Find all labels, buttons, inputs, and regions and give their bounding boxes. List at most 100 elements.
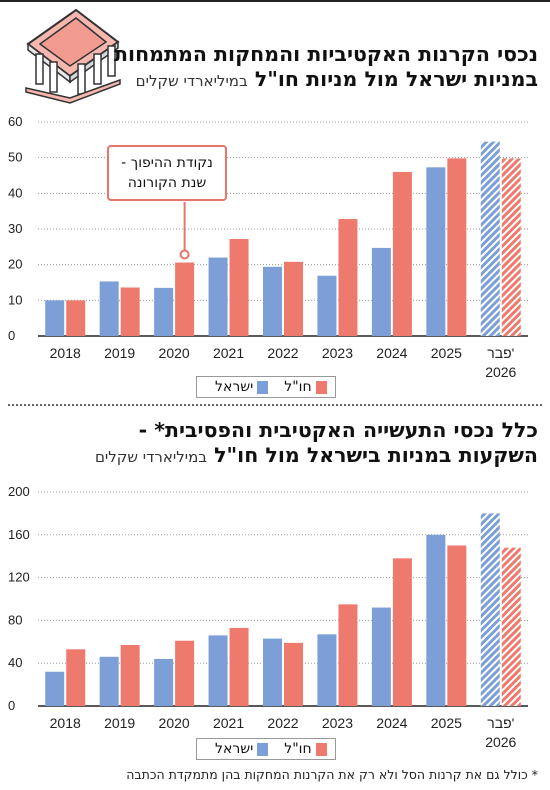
bar-israel-3 <box>208 257 228 336</box>
x-tick-label: 2022 <box>267 715 298 731</box>
x-tick-label: 2022 <box>267 345 298 361</box>
legend-abroad-swatch <box>315 380 327 394</box>
chart1-subtitle: במיליארדי שקלים <box>135 72 248 90</box>
bar-israel-8 <box>480 141 500 336</box>
bar-abroad-3 <box>229 627 249 706</box>
y-tick-label: 30 <box>8 221 22 236</box>
bar-israel-8 <box>480 513 500 706</box>
bar-israel-2 <box>154 658 174 706</box>
legend-israel-swatch <box>257 380 269 394</box>
x-tick-label: 2020 <box>159 345 190 361</box>
x-tick-label: 2019 <box>104 345 135 361</box>
chart1-plot: 0 10 20 30 40 50 60 2018 2019 2020 2021 2022 2023 202… <box>8 114 528 380</box>
legend2-abroad: חו"ל <box>284 741 327 757</box>
bar-israel-1 <box>99 656 119 706</box>
y-tick-label: 60 <box>8 114 22 129</box>
chart1-title-block: נכסי הקרנות האקטיביות והמחקות המתמחות במ… <box>108 42 538 94</box>
bar-abroad-2 <box>175 640 195 706</box>
legend-israel: ישראל <box>215 379 269 395</box>
chart1-legend: חו"ל ישראל <box>196 376 336 398</box>
legend2-israel: ישראל <box>215 741 269 757</box>
bar-israel-1 <box>99 281 119 336</box>
chart2-title-line2: השקעות במניות בישראל מול חו"ל <box>214 443 538 467</box>
x-tick-label: 2025 <box>431 345 462 361</box>
chart1-title: נכסי הקרנות האקטיביות והמחקות המתמחות במ… <box>114 42 538 91</box>
chart1-annotation-line1: נקודת ההיפוך - <box>121 155 213 171</box>
bar-israel-3 <box>208 635 228 706</box>
y-tick-label: 50 <box>8 150 22 165</box>
x-tick-label: 2019 <box>104 715 135 731</box>
bar-israel-7 <box>426 167 446 336</box>
bar-israel-7 <box>426 534 446 706</box>
y-tick-label: 0 <box>8 328 15 343</box>
chart2-legend: חו"ל ישראל <box>196 738 336 760</box>
bank-building-icon <box>25 8 121 104</box>
y-tick-label: 0 <box>8 698 15 713</box>
chart1-annotation-line2: שנת הקורונה <box>127 175 207 191</box>
bar-abroad-0 <box>66 649 86 706</box>
bar-abroad-2 <box>175 262 195 336</box>
bar-israel-6 <box>371 247 391 336</box>
bar-israel-0 <box>45 300 65 336</box>
chart2-title-line1: כלל נכסי התעשייה האקטיבית והפסיבית* - <box>138 418 538 442</box>
bar-abroad-3 <box>229 238 249 336</box>
x-tick-label: 2026 <box>485 364 516 380</box>
bar-israel-5 <box>317 634 337 706</box>
section-divider <box>8 404 542 406</box>
x-tick-label: 2023 <box>322 345 353 361</box>
y-tick-label: 120 <box>8 570 30 585</box>
x-tick-label: 2021 <box>213 345 244 361</box>
bar-abroad-8 <box>501 158 521 336</box>
x-tick-label: פבר' <box>487 345 514 361</box>
chart2-plot: 0 40 80 120 160 200 2018 2019 2020 2021 2022 2023 20… <box>8 484 528 750</box>
bar-israel-5 <box>317 275 337 336</box>
bar-abroad-8 <box>501 547 521 706</box>
y-tick-label: 80 <box>8 612 22 627</box>
chart2-subtitle: במיליארדי שקלים <box>94 448 207 466</box>
top-rule <box>0 0 550 2</box>
legend2-abroad-label: חו"ל <box>284 741 312 757</box>
x-tick-label: 2025 <box>431 715 462 731</box>
bar-israel-6 <box>371 607 391 706</box>
legend-abroad: חו"ל <box>284 379 327 395</box>
bar-israel-4 <box>263 266 282 336</box>
bar-abroad-1 <box>120 645 140 706</box>
bar-abroad-5 <box>338 219 358 336</box>
bar-abroad-7 <box>447 158 467 336</box>
legend-israel-label: ישראל <box>215 379 254 395</box>
bar-israel-2 <box>154 287 174 336</box>
x-tick-label: 2024 <box>376 715 407 731</box>
legend2-israel-swatch <box>257 742 269 756</box>
bar-abroad-7 <box>447 545 467 706</box>
annotation-pointer-dot <box>179 249 190 260</box>
x-tick-label: 2023 <box>322 715 353 731</box>
x-tick-label: 2026 <box>485 734 516 750</box>
bar-abroad-1 <box>120 287 140 336</box>
chart2-title-block: כלל נכסי התעשייה האקטיבית והפסיבית* - הש… <box>8 418 538 470</box>
chart1-annotation: נקודת ההיפוך - שנת הקורונה <box>107 145 227 201</box>
legend2-israel-label: ישראל <box>215 741 254 757</box>
bar-israel-0 <box>45 671 65 706</box>
bar-abroad-4 <box>284 261 303 336</box>
y-tick-label: 200 <box>8 484 30 499</box>
bar-abroad-5 <box>338 604 358 706</box>
x-tick-label: 2021 <box>213 715 244 731</box>
legend-abroad-label: חו"ל <box>284 379 312 395</box>
y-tick-label: 40 <box>8 655 22 670</box>
footnote: * כולל גם את קרנות הסל ולא רק את הקרנות … <box>126 767 538 782</box>
y-tick-label: 160 <box>8 527 30 542</box>
bar-abroad-6 <box>392 171 412 336</box>
bar-abroad-4 <box>284 642 303 706</box>
bar-abroad-0 <box>66 300 86 336</box>
y-tick-label: 20 <box>8 257 22 272</box>
x-tick-label: 2018 <box>50 345 81 361</box>
bar-israel-4 <box>263 638 282 706</box>
x-tick-label: 2020 <box>159 715 190 731</box>
y-tick-label: 40 <box>8 185 22 200</box>
x-tick-label: 2018 <box>50 715 81 731</box>
legend2-abroad-swatch <box>315 742 327 756</box>
x-tick-label: פבר' <box>487 715 514 731</box>
y-tick-label: 10 <box>8 292 22 307</box>
x-tick-label: 2024 <box>376 345 407 361</box>
bar-abroad-6 <box>392 558 412 706</box>
